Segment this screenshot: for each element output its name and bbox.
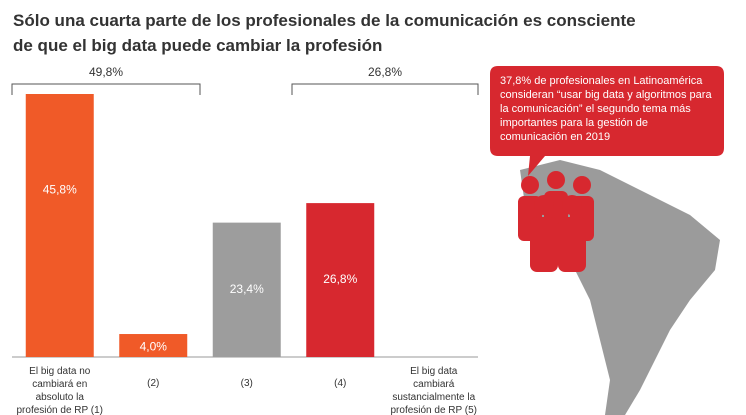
bracket	[11, 83, 201, 95]
value-label: 45,8%	[43, 183, 77, 197]
value-label: 26,8%	[323, 272, 357, 286]
x-tick-label: El big data no cambiará en absoluto la p…	[16, 366, 104, 415]
bracket	[291, 83, 479, 95]
callout-text: 37,8% de profesionales en Latinoamérica …	[500, 75, 712, 143]
bar	[212, 222, 281, 357]
bar	[25, 94, 94, 357]
bar	[306, 203, 375, 357]
x-tick-label: El big data cambiará sustancialmente la …	[390, 366, 478, 415]
bar	[119, 334, 188, 357]
chart-title: Sólo una cuarta parte de los profesional…	[13, 11, 636, 55]
bracket-label: 26,8%	[368, 65, 402, 79]
value-label: 23,4%	[230, 282, 264, 296]
callout-box	[490, 66, 724, 176]
x-tick-label: (3)	[240, 378, 253, 389]
value-label: 4,0%	[140, 340, 168, 354]
x-tick-label: (4)	[334, 378, 347, 389]
people-icon	[518, 171, 594, 272]
bracket-label: 49,8%	[89, 65, 123, 79]
x-tick-label: (2)	[147, 378, 160, 389]
